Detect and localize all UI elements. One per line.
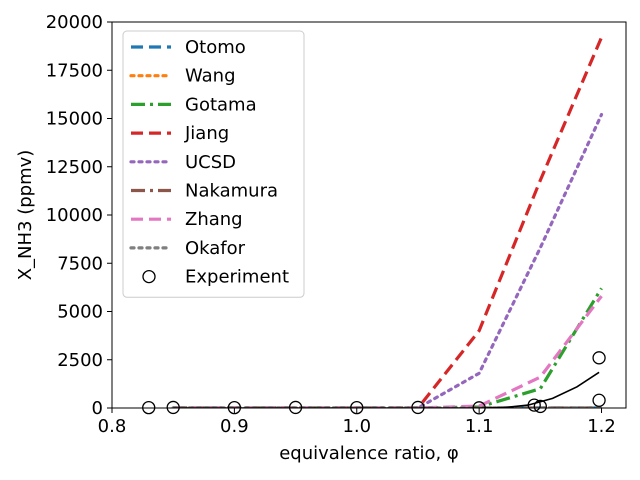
- y-tick-label: 2500: [57, 350, 103, 371]
- experiment-point: [527, 398, 541, 412]
- x-tick-label: 1.0: [342, 416, 371, 437]
- legend-label-zhang: Zhang: [185, 209, 243, 230]
- series-line-zhang: [173, 295, 603, 408]
- legend-label-okafor: Okafor: [185, 238, 246, 259]
- legend-label-ucsd: UCSD: [185, 152, 236, 173]
- series-line-gotama: [173, 287, 603, 408]
- series-layer: [171, 36, 604, 408]
- experiment-point: [411, 400, 425, 415]
- legend-label-experiment: Experiment: [185, 267, 289, 288]
- series-line-ucsd: [171, 112, 604, 408]
- experiment-point: [288, 400, 303, 415]
- y-axis-ticks: 0 2500 5000 7500 10000 12500 15000 17500 20000: [46, 12, 112, 419]
- legend-label-gotama: Gotama: [185, 94, 257, 115]
- experiment-point: [166, 400, 180, 415]
- experiment-fit-line: [173, 371, 600, 408]
- x-axis-label: equivalence ratio, φ: [279, 443, 459, 464]
- y-tick-label: 0: [92, 398, 103, 419]
- y-tick-label: 12500: [46, 157, 103, 178]
- experiment-points-layer: [142, 351, 606, 415]
- x-axis-ticks: 0.8 0.9 1.0 1.1 1.2: [98, 408, 616, 437]
- legend-label-jiang: Jiang: [184, 123, 229, 144]
- x-tick-label: 0.8: [98, 416, 127, 437]
- y-tick-label: 10000: [46, 205, 103, 226]
- legend: Otomo Wang Gotama Jiang UCSD Nakamura Zhang Oka…: [122, 30, 305, 298]
- y-tick-label: 17500: [46, 60, 103, 81]
- x-tick-label: 0.9: [220, 416, 249, 437]
- y-tick-label: 5000: [57, 302, 103, 323]
- legend-swatch-experiment: [142, 269, 156, 284]
- experiment-point: [533, 399, 547, 414]
- experiment-point: [592, 351, 606, 365]
- y-tick-label: 7500: [57, 253, 103, 274]
- legend-label-nakamura: Nakamura: [185, 181, 278, 202]
- legend-label-otomo: Otomo: [185, 37, 246, 58]
- y-tick-label: 20000: [46, 12, 103, 33]
- x-tick-label: 1.2: [587, 416, 616, 437]
- y-tick-label: 15000: [46, 109, 103, 130]
- x-tick-label: 1.1: [465, 416, 494, 437]
- y-axis-label: X_NH3 (ppmv): [15, 150, 36, 281]
- experiment-point: [592, 393, 606, 407]
- series-line-jiang: [173, 36, 603, 408]
- legend-label-wang: Wang: [185, 66, 236, 87]
- legend-box: [122, 30, 305, 298]
